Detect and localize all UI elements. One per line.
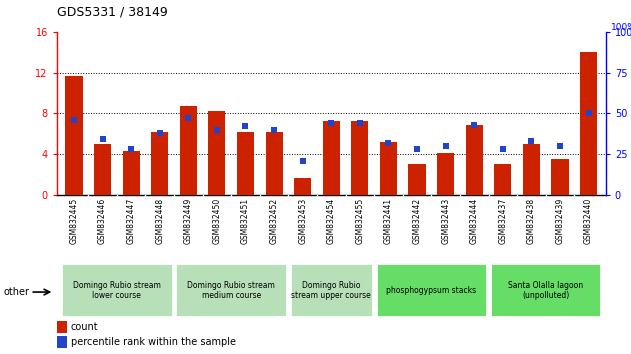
Point	[498, 146, 508, 152]
Point	[526, 138, 536, 144]
Text: other: other	[3, 287, 29, 297]
Text: GSM832442: GSM832442	[413, 198, 422, 244]
Bar	[408, 164, 426, 195]
Point	[155, 130, 165, 136]
Point	[269, 127, 279, 132]
Text: GSM832439: GSM832439	[555, 198, 565, 244]
Bar	[61, 263, 173, 318]
Text: Domingo Rubio stream
medium course: Domingo Rubio stream medium course	[187, 281, 275, 300]
Point	[69, 117, 79, 122]
Text: Domingo Rubio stream
lower course: Domingo Rubio stream lower course	[73, 281, 161, 300]
Bar	[237, 132, 254, 195]
Bar	[466, 126, 483, 195]
Bar	[122, 151, 139, 195]
Text: GSM832443: GSM832443	[441, 198, 450, 244]
Text: GSM832447: GSM832447	[127, 198, 136, 244]
Point	[183, 115, 193, 121]
Text: GSM832448: GSM832448	[155, 198, 164, 244]
Text: Domingo Rubio
stream upper course: Domingo Rubio stream upper course	[292, 281, 371, 300]
Text: GSM832455: GSM832455	[355, 198, 364, 244]
Bar	[375, 263, 487, 318]
Bar	[494, 164, 511, 195]
Bar	[151, 132, 168, 195]
Text: GSM832446: GSM832446	[98, 198, 107, 244]
Point	[97, 137, 107, 142]
Bar	[57, 336, 67, 348]
Bar	[175, 263, 287, 318]
Bar	[322, 121, 340, 195]
Bar	[351, 121, 369, 195]
Point	[212, 127, 222, 132]
Bar	[380, 142, 397, 195]
Bar	[66, 76, 83, 195]
Bar	[180, 106, 197, 195]
Text: Santa Olalla lagoon
(unpolluted): Santa Olalla lagoon (unpolluted)	[508, 281, 583, 300]
Point	[440, 143, 451, 149]
Text: phosphogypsum stacks: phosphogypsum stacks	[386, 286, 476, 295]
Bar	[523, 144, 540, 195]
Text: GSM832441: GSM832441	[384, 198, 393, 244]
Bar	[208, 111, 225, 195]
Point	[298, 158, 308, 163]
Text: GSM832440: GSM832440	[584, 198, 593, 244]
Point	[555, 143, 565, 149]
Bar	[94, 144, 111, 195]
Text: GSM832454: GSM832454	[327, 198, 336, 244]
Text: GSM832449: GSM832449	[184, 198, 193, 244]
Text: GSM832445: GSM832445	[69, 198, 78, 244]
Text: GSM832444: GSM832444	[469, 198, 479, 244]
Bar	[437, 153, 454, 195]
Text: GDS5331 / 38149: GDS5331 / 38149	[57, 5, 168, 18]
Point	[584, 110, 594, 116]
Bar	[57, 321, 67, 333]
Bar	[580, 52, 597, 195]
Point	[240, 124, 251, 129]
Bar	[294, 178, 311, 195]
Bar	[551, 159, 569, 195]
Point	[326, 120, 336, 126]
Text: count: count	[71, 322, 98, 332]
Text: GSM832451: GSM832451	[241, 198, 250, 244]
Text: GSM832438: GSM832438	[527, 198, 536, 244]
Text: percentile rank within the sample: percentile rank within the sample	[71, 337, 235, 347]
Bar	[266, 132, 283, 195]
Text: GSM832453: GSM832453	[298, 198, 307, 244]
Text: GSM832452: GSM832452	[269, 198, 279, 244]
Text: GSM832437: GSM832437	[498, 198, 507, 244]
Point	[412, 146, 422, 152]
Text: 100%: 100%	[611, 23, 631, 32]
Bar	[290, 263, 373, 318]
Bar	[490, 263, 601, 318]
Point	[355, 120, 365, 126]
Point	[469, 122, 480, 127]
Text: GSM832450: GSM832450	[213, 198, 221, 244]
Point	[384, 140, 394, 145]
Point	[126, 146, 136, 152]
